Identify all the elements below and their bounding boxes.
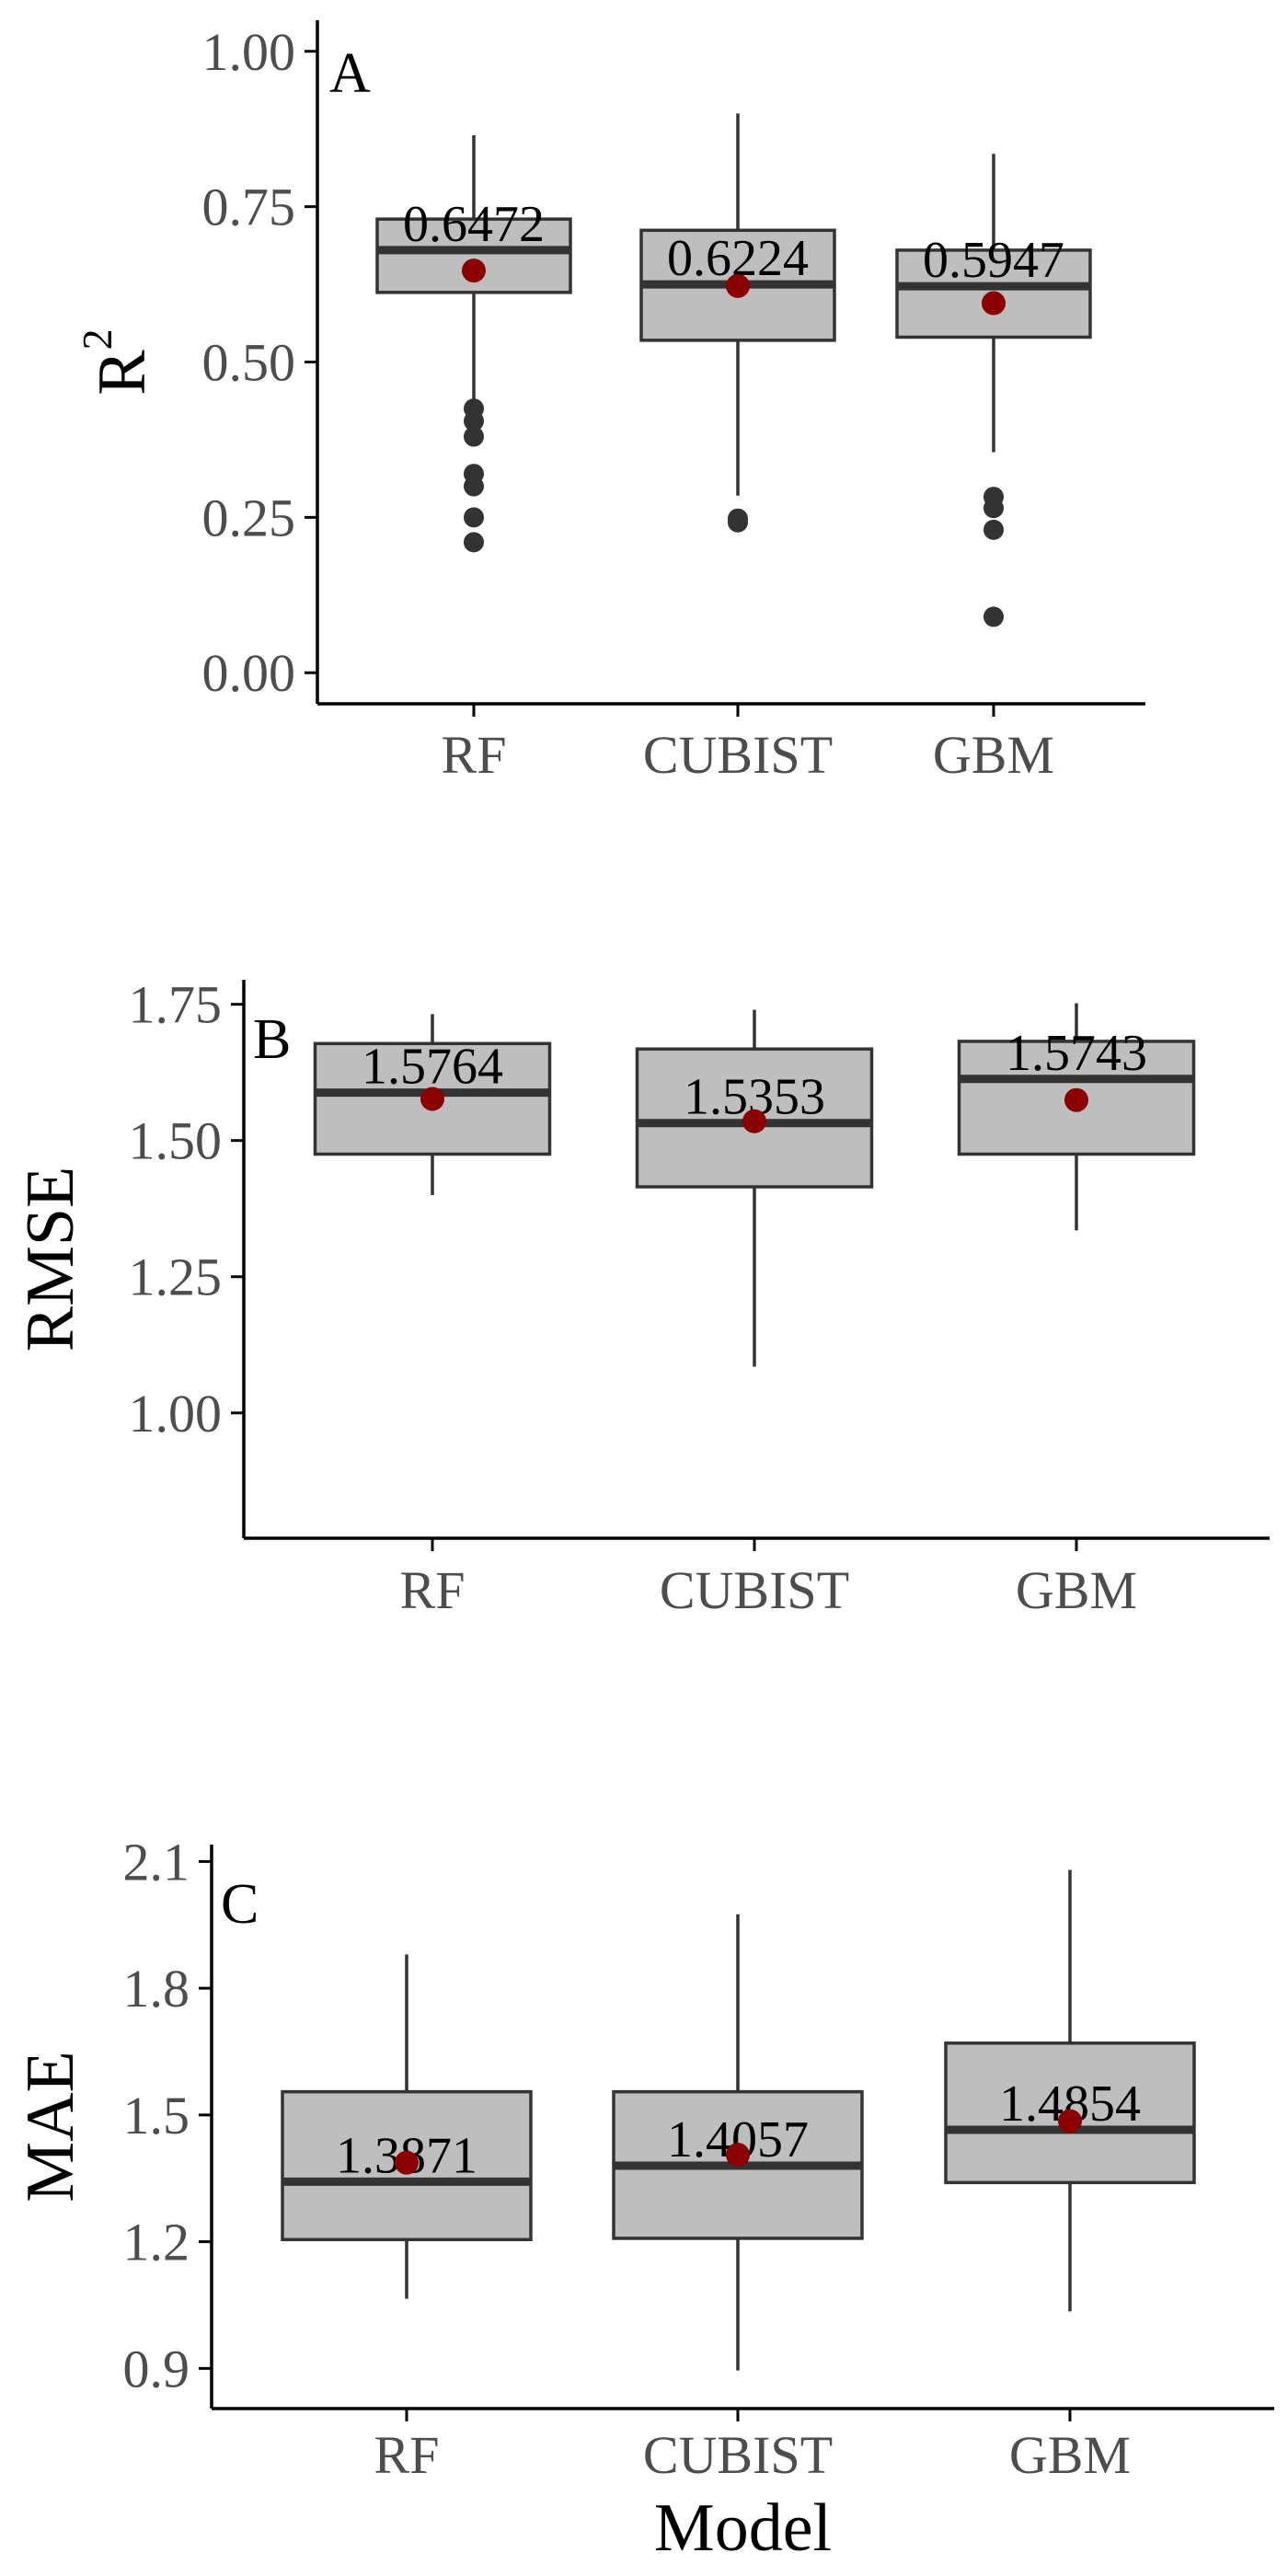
mean-value-label: 0.6472 [403,196,545,253]
outlier-point [464,476,484,497]
x-tick-label: GBM [933,725,1054,785]
y-tick-label: 1.50 [129,1111,223,1171]
mean-point [742,1109,766,1133]
y-tick-label: 0.25 [202,488,296,547]
y-tick-label: 1.5 [123,2086,190,2145]
panel-b: 1.00 1.25 1.50 1.75 RF CUBIST GBM RMSE B 1.5764 1.… [13,975,1270,1620]
y-tick-label: 2.1 [123,1832,190,1892]
mean-point [462,259,486,283]
outlier-point [983,498,1004,519]
x-tick-label: RF [442,725,507,785]
x-axis-title: Model [654,2490,832,2566]
mean-point [420,1087,444,1111]
x-tick-label: CUBIST [660,1560,849,1620]
y-tick-label: 0.75 [202,178,296,237]
outlier-point [464,410,484,431]
box-rf: 1.3871 [281,1954,533,2299]
y-axis-title: MAE [13,2051,88,2202]
x-tick-label: RF [374,2425,440,2485]
mean-point [395,2150,419,2175]
mean-value-label: 1.5764 [362,1039,503,1096]
y-tick-label: 1.25 [129,1248,223,1307]
box-cubist: 1.4057 [612,1914,864,2371]
panel-a: 0.00 0.25 0.50 0.75 1.00 RF CUBIST GBM R2 A 0.6472… [74,20,1145,785]
x-tick-label: CUBIST [643,2425,833,2485]
outlier-point [464,507,484,528]
outlier-point [464,532,484,553]
outlier-point [983,519,1004,540]
y-tick-label: 0.9 [123,2339,190,2398]
mean-point [726,2143,750,2168]
y-tick-label: 1.2 [123,2213,190,2272]
x-tick-label: GBM [1009,2425,1131,2485]
panel-tag: B [253,1008,291,1071]
panel-tag: C [221,1873,259,1936]
box-rf: 0.6472 [375,134,572,553]
box-cubist: 1.5353 [635,1009,874,1367]
y-axis-title: R2 [74,328,160,395]
box-gbm: 1.5743 [957,1003,1196,1231]
x-tick-label: GBM [1016,1560,1137,1620]
y-tick-label: 1.75 [129,975,223,1035]
outlier-point [983,606,1004,627]
box-gbm: 0.5947 [895,154,1092,627]
y-tick-label: 1.8 [123,1959,190,2018]
mean-value-label: 0.5947 [923,232,1064,289]
y-axis-title-superscript: 2 [74,328,121,350]
mean-point [1058,2109,1082,2133]
mean-point [726,273,750,298]
panel-tag: A [329,42,371,105]
box-gbm: 1.4854 [944,1869,1196,2312]
y-tick-label: 0.50 [202,333,296,393]
outlier-point [728,512,748,533]
panel-c: 0.9 1.2 1.5 1.8 2.1 RF CUBIST GBM MAE Model C 1.387… [13,1832,1274,2566]
outlier-point [464,426,484,447]
mean-point [1064,1087,1088,1112]
y-tick-label: 1.00 [202,22,296,82]
box-rf: 1.5764 [313,1014,552,1195]
x-tick-label: CUBIST [643,725,833,785]
y-tick-label: 1.00 [129,1384,223,1443]
y-tick-label: 0.00 [202,643,296,703]
x-tick-label: RF [400,1560,466,1620]
y-axis-title: RMSE [13,1167,88,1352]
mean-point [982,291,1006,316]
box-cubist: 0.6224 [639,113,836,533]
mean-value-label: 1.5743 [1006,1025,1147,1082]
